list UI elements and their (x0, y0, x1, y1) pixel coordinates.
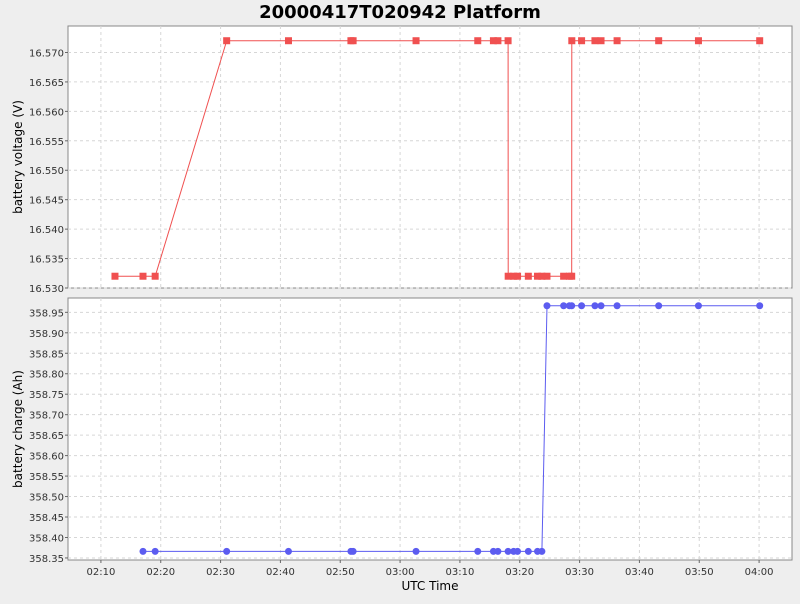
y-tick-label: 358.60 (29, 452, 64, 463)
data-point (284, 547, 292, 555)
y-axis-label-1: battery voltage (V) (11, 100, 25, 214)
y-tick-label: 16.565 (29, 78, 64, 89)
data-point (514, 272, 522, 280)
data-point (524, 272, 532, 280)
y-tick-label: 16.570 (29, 48, 64, 59)
data-point (504, 547, 512, 555)
data-point (543, 272, 551, 280)
data-point (412, 547, 420, 555)
data-point (349, 547, 357, 555)
data-point (223, 37, 231, 45)
y-tick-label: 358.85 (29, 349, 64, 360)
plot-area-2 (67, 297, 793, 561)
data-point (474, 547, 482, 555)
y-tick-label: 16.535 (29, 255, 64, 266)
data-point (538, 547, 546, 555)
data-point (560, 272, 568, 280)
data-point (412, 37, 420, 45)
data-point (504, 272, 512, 280)
x-tick-label: 03:10 (446, 567, 475, 578)
data-point (151, 547, 159, 555)
data-point (543, 302, 551, 310)
data-point (613, 37, 621, 45)
data-point (223, 547, 231, 555)
x-tick-label: 02:20 (146, 567, 175, 578)
data-point (613, 302, 621, 310)
x-tick-label: 02:40 (266, 567, 295, 578)
data-point (560, 302, 568, 310)
y-tick-label: 358.70 (29, 411, 64, 422)
data-point (578, 37, 586, 45)
data-point (597, 37, 605, 45)
y-tick-label: 16.555 (29, 137, 64, 148)
y-axis-label-2: battery charge (Ah) (11, 370, 25, 488)
data-point (568, 272, 576, 280)
chart-title: 20000417T020942 Platform (259, 2, 541, 23)
plot-area-1 (67, 25, 793, 289)
y-tick-label: 358.35 (29, 554, 64, 565)
y-tick-label: 16.560 (29, 107, 64, 118)
x-tick-label: 02:30 (206, 567, 235, 578)
data-point (489, 37, 497, 45)
y-tick-label: 358.75 (29, 390, 64, 401)
data-point (655, 37, 663, 45)
x-tick-label: 03:50 (685, 567, 714, 578)
data-point (494, 547, 502, 555)
y-tick-label: 358.80 (29, 370, 64, 381)
y-tick-label: 16.530 (29, 284, 64, 295)
data-point (756, 37, 764, 45)
y-tick-label: 16.540 (29, 225, 64, 236)
data-point (534, 272, 542, 280)
y-tick-label: 16.545 (29, 196, 64, 207)
data-point (568, 302, 576, 310)
x-tick-label: 03:40 (625, 567, 654, 578)
data-point (514, 547, 522, 555)
x-tick-label: 03:30 (565, 567, 594, 578)
y-tick-label: 358.95 (29, 308, 64, 319)
data-point (756, 302, 764, 310)
y-tick-label: 358.90 (29, 329, 64, 340)
x-tick-label: 02:50 (326, 567, 355, 578)
x-tick-label: 03:20 (505, 567, 534, 578)
data-point (151, 272, 159, 280)
y-tick-label: 358.40 (29, 533, 64, 544)
y-tick-label: 358.55 (29, 472, 64, 483)
x-tick-label: 03:00 (386, 567, 415, 578)
data-point (597, 302, 605, 310)
data-point (111, 272, 119, 280)
data-point (538, 272, 546, 280)
data-point (349, 37, 357, 45)
y-tick-label: 358.45 (29, 513, 64, 524)
data-point (655, 302, 663, 310)
data-point (568, 37, 576, 45)
y-tick-label: 358.50 (29, 493, 64, 504)
data-point (504, 37, 512, 45)
data-point (139, 547, 147, 555)
data-point (284, 37, 292, 45)
y-tick-label: 16.550 (29, 166, 64, 177)
data-point (474, 37, 482, 45)
data-point (510, 272, 518, 280)
data-point (694, 302, 702, 310)
data-point (494, 37, 502, 45)
y-tick-label: 358.65 (29, 431, 64, 442)
data-point (578, 302, 586, 310)
data-point (591, 37, 599, 45)
x-tick-label: 02:10 (86, 567, 115, 578)
x-axis-label: UTC Time (402, 579, 459, 593)
x-tick-label: 04:00 (745, 567, 774, 578)
data-point (524, 547, 532, 555)
data-point (694, 37, 702, 45)
data-point (139, 272, 147, 280)
data-point (591, 302, 599, 310)
